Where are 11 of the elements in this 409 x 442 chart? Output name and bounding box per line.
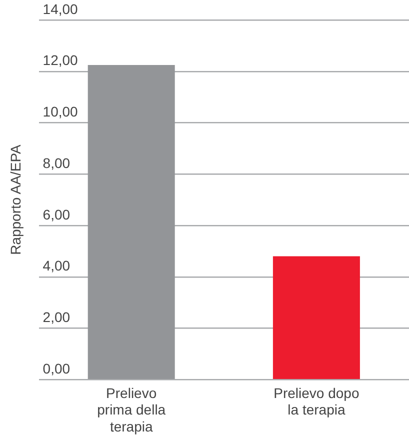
x-tick-label: Prelievo dopo la terapia [274,384,360,418]
y-tick-label: 6,00 [42,206,70,222]
y-tick-label: 8,00 [42,154,70,171]
y-axis-title: Rapporto AA/EPA [7,144,24,255]
y-tick-label: 12,00 [42,52,78,68]
y-tick-label: 2,00 [42,309,70,326]
x-tick-label: Prelievo prima della terapia [97,384,166,434]
y-tick-label: 0,00 [42,360,70,376]
y-tick-label: 4,00 [42,258,70,274]
y-tick-label: 10,00 [42,104,78,120]
y-tick-label: 14,00 [42,0,78,17]
